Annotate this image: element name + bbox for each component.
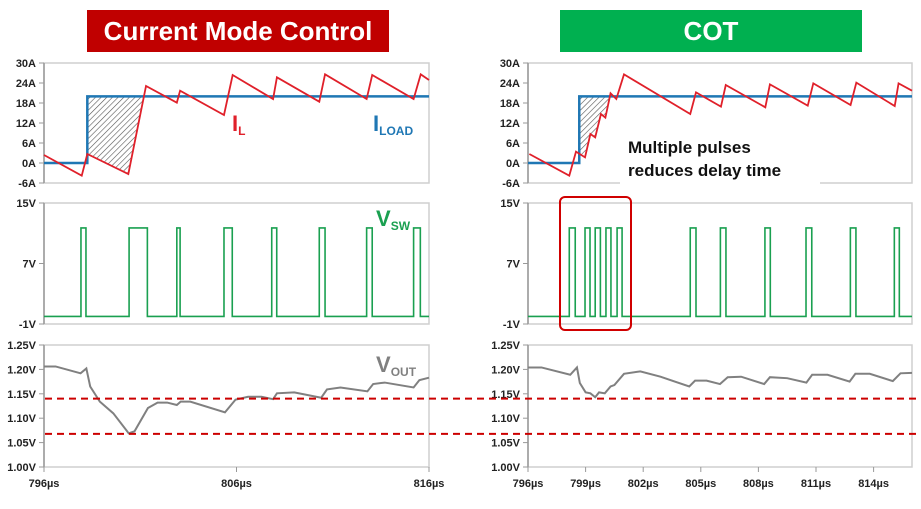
vout-y-tick-label: 1.05V [491,438,520,450]
current-y-tick-label: -6A [18,178,36,190]
il-label: IL [232,111,245,138]
iload-series [44,95,429,165]
x-tick-label: 799µs [570,478,601,490]
current-y-tick-label: -6A [502,178,520,190]
current-y-tick-label: 18A [16,98,36,110]
vout-y-tick-label: 1.00V [491,462,520,474]
vsw-y-tick-label: 7V [507,259,521,271]
current-y-tick-label: 24A [16,78,36,90]
current-y-tick-label: 6A [506,138,520,150]
vsw-y-tick-label: -1V [19,319,37,331]
vsw-y-tick-label: 15V [500,198,520,210]
vout-label: VOUT [376,352,417,379]
current-y-tick-label: 30A [16,58,36,70]
current-y-tick-label: 0A [506,158,520,170]
delay-shaded-area [87,96,145,174]
vsw-series [528,227,912,318]
vout-plot-frame [527,344,913,468]
x-tick-label: 796µs [29,478,60,490]
x-tick-label: 806µs [221,478,252,490]
iload-label-sub: LOAD [379,124,413,138]
vout-y-tick-label: 1.20V [491,364,520,376]
current-y-tick-label: 30A [500,58,520,70]
vout-plot-frame [43,344,430,468]
current-y-tick-label: 18A [500,98,520,110]
header-current-mode-control: Current Mode Control [87,10,389,52]
il-label-sub: L [238,124,245,138]
il-series [528,72,913,177]
vsw-y-tick-label: 15V [16,198,36,210]
x-tick-label: 808µs [743,478,774,490]
vout-y-tick-label: 1.25V [491,340,520,352]
panel-cot: 30A 24A 18A 12A 6A 0A -6A 15V 7V -1V 1.25V 1.20V 1.1… [491,58,913,490]
iload-label-main: I [373,111,379,136]
current-y-tick-label: 24A [500,78,520,90]
delay-shaded-area [579,96,610,158]
annotation-line-2: reduces delay time [628,161,782,180]
il-series [43,72,430,178]
x-tick-label: 802µs [628,478,659,490]
il-label-main: I [232,111,238,136]
vsw-y-tick-label: -1V [503,319,521,331]
multiple-pulses-highlight-box [559,196,632,331]
vout-y-tick-label: 1.25V [7,340,36,352]
vsw-series [44,227,429,318]
current-y-tick-label: 12A [16,118,36,130]
vsw-label-main: V [376,206,391,231]
current-y-tick-label: 12A [500,118,520,130]
vout-y-tick-label: 1.00V [7,462,36,474]
multiple-pulses-annotation: Multiple pulses reduces delay time [620,136,820,186]
current-y-tick-label: 6A [22,138,36,150]
x-tick-label: 796µs [513,478,544,490]
vsw-y-tick-label: 7V [23,259,37,271]
vsw-plot-frame [43,202,430,325]
vsw-label-sub: SW [391,219,411,233]
vout-series [44,365,430,435]
x-tick-label: 814µs [858,478,889,490]
vout-y-tick-label: 1.20V [7,364,36,376]
vsw-label: VSW [376,206,411,233]
vout-y-tick-label: 1.05V [7,438,36,450]
vout-y-tick-label: 1.10V [7,413,36,425]
panel-current-mode: 30A 24A 18A 12A 6A 0A -6A 15V 7V -1V 1.25V 1.20V 1.1… [7,58,444,490]
vout-y-tick-label: 1.15V [7,389,36,401]
current-y-tick-label: 0A [22,158,36,170]
annotation-line-1: Multiple pulses [628,138,751,157]
x-tick-label: 805µs [685,478,716,490]
x-tick-label: 816µs [414,478,445,490]
header-cot: COT [560,10,862,52]
vout-label-main: V [376,352,391,377]
vout-series [528,365,913,399]
iload-label: ILOAD [373,111,413,138]
vout-y-tick-label: 1.10V [491,413,520,425]
vout-label-sub: OUT [391,365,417,379]
x-tick-label: 811µs [801,478,831,490]
